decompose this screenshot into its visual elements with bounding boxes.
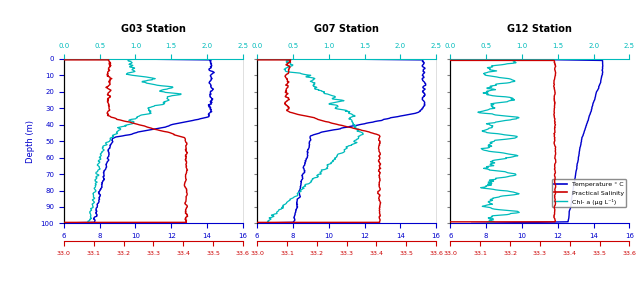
Title: G12 Station: G12 Station [507,24,573,34]
Y-axis label: Depth (m): Depth (m) [26,120,35,163]
Title: G07 Station: G07 Station [314,24,379,34]
Legend: Temperature ° C, Practical Salinity, Chl- a (μg L⁻¹): Temperature ° C, Practical Salinity, Chl… [551,179,626,207]
Title: G03 Station: G03 Station [121,24,186,34]
